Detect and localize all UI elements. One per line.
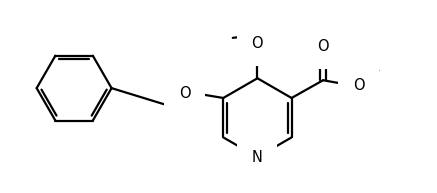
Text: O: O (179, 85, 191, 101)
Text: N: N (252, 150, 263, 165)
Text: O: O (252, 36, 263, 51)
Text: O: O (353, 78, 364, 93)
Text: O: O (317, 39, 329, 54)
